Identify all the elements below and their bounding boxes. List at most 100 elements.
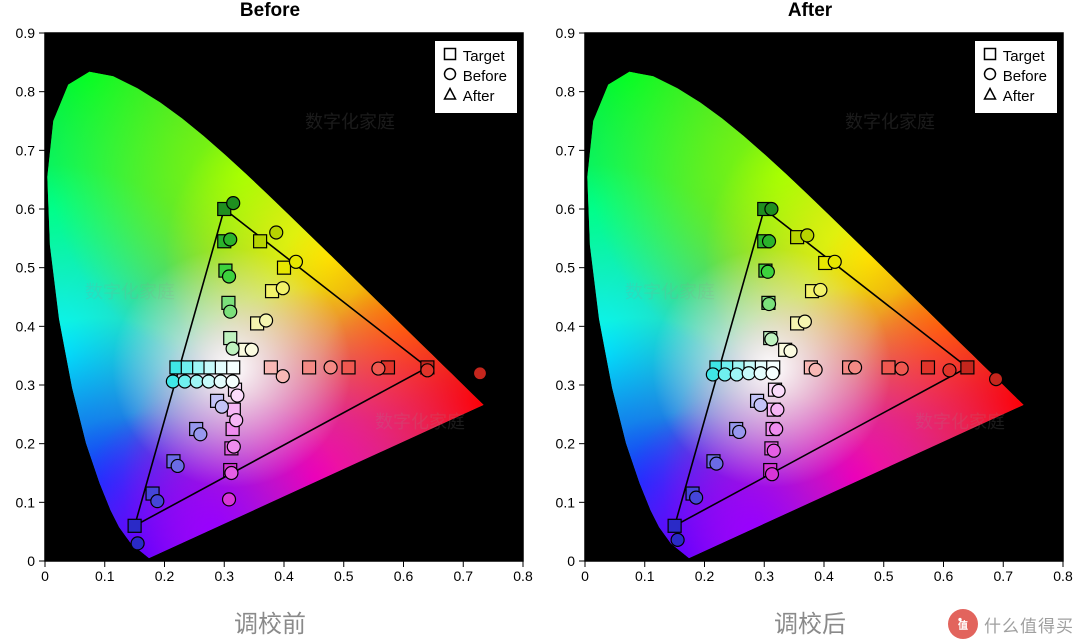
marker-circle xyxy=(225,467,238,480)
marker-circle xyxy=(231,389,244,402)
legend-label: Before xyxy=(1003,67,1047,87)
marker-circle xyxy=(245,343,258,356)
panel-title: Before xyxy=(0,0,540,22)
marker-circle xyxy=(473,367,486,380)
panel-title: After xyxy=(540,0,1080,22)
marker-square xyxy=(254,235,267,248)
x-tick-label: 0.7 xyxy=(454,568,474,584)
legend-item: Before xyxy=(983,67,1047,87)
marker-circle xyxy=(227,197,240,210)
marker-circle xyxy=(763,235,776,248)
marker-square xyxy=(921,361,934,374)
legend-item: Target xyxy=(443,47,507,67)
marker-circle xyxy=(289,255,302,268)
marker-circle xyxy=(772,384,785,397)
legend-circle-icon xyxy=(443,67,457,87)
marker-circle xyxy=(730,368,743,381)
legend-box: TargetBeforeAfter xyxy=(434,40,518,114)
y-tick-label: 0.8 xyxy=(556,84,576,100)
marker-circle xyxy=(801,229,814,242)
watermark-badge-icon: 值 xyxy=(948,609,978,639)
marker-square xyxy=(668,519,681,532)
x-tick-label: 0 xyxy=(581,568,589,584)
legend-square-icon xyxy=(983,47,997,67)
x-tick-label: 0.2 xyxy=(695,568,715,584)
marker-circle xyxy=(171,459,184,472)
marker-circle xyxy=(131,537,144,550)
legend-square-icon xyxy=(443,47,457,67)
marker-circle xyxy=(324,361,337,374)
x-tick-label: 0 xyxy=(41,568,49,584)
marker-circle xyxy=(763,298,776,311)
marker-circle xyxy=(809,363,822,376)
marker-circle xyxy=(194,428,207,441)
marker-circle xyxy=(718,368,731,381)
x-tick-label: 0.6 xyxy=(934,568,954,584)
x-tick-label: 0.3 xyxy=(755,568,775,584)
marker-circle xyxy=(706,368,719,381)
y-tick-label: 0.3 xyxy=(16,377,36,393)
marker-square xyxy=(303,361,316,374)
marker-circle xyxy=(761,265,774,278)
marker-circle xyxy=(226,375,239,388)
marker-circle xyxy=(276,282,289,295)
panel-subtitle: 调校前 xyxy=(0,604,540,639)
marker-circle xyxy=(227,440,240,453)
legend-box: TargetBeforeAfter xyxy=(974,40,1058,114)
marker-circle xyxy=(226,342,239,355)
marker-circle xyxy=(223,270,236,283)
y-tick-label: 0.2 xyxy=(556,436,576,452)
marker-circle xyxy=(214,375,227,388)
marker-circle xyxy=(990,373,1003,386)
marker-circle xyxy=(767,444,780,457)
marker-circle xyxy=(765,333,778,346)
legend-item: After xyxy=(983,87,1047,107)
marker-circle xyxy=(276,370,289,383)
marker-circle xyxy=(766,367,779,380)
marker-circle xyxy=(690,491,703,504)
marker-circle xyxy=(151,495,164,508)
legend-label: After xyxy=(463,87,495,107)
x-tick-label: 0.1 xyxy=(95,568,115,584)
marker-square xyxy=(882,361,895,374)
watermark-text: 什么值得买 xyxy=(984,612,1074,637)
x-tick-label: 0.1 xyxy=(635,568,655,584)
marker-circle xyxy=(372,362,385,375)
y-tick-label: 0.9 xyxy=(16,28,36,41)
y-tick-label: 0.5 xyxy=(16,260,36,276)
legend-item: After xyxy=(443,87,507,107)
marker-circle xyxy=(943,364,956,377)
marker-square xyxy=(128,519,141,532)
marker-circle xyxy=(895,362,908,375)
marker-circle xyxy=(766,468,779,481)
marker-circle xyxy=(814,283,827,296)
x-tick-label: 0.8 xyxy=(1053,568,1073,584)
chart-panel: Before00.10.20.30.40.50.60.70.800.10.20.… xyxy=(0,0,540,643)
y-tick-label: 0 xyxy=(27,553,35,569)
marker-circle xyxy=(230,414,243,427)
y-tick-label: 0.3 xyxy=(556,377,576,393)
x-tick-label: 0.4 xyxy=(274,568,294,584)
legend-label: Target xyxy=(1003,47,1045,67)
x-tick-label: 0.5 xyxy=(334,568,354,584)
legend-label: After xyxy=(1003,87,1035,107)
legend-item: Before xyxy=(443,67,507,87)
marker-circle xyxy=(190,375,203,388)
x-tick-label: 0.4 xyxy=(814,568,834,584)
marker-square xyxy=(227,361,240,374)
marker-circle xyxy=(798,315,811,328)
marker-circle xyxy=(224,305,237,318)
y-tick-label: 0.4 xyxy=(16,318,36,334)
watermark: 值 什么值得买 xyxy=(948,609,1074,639)
legend-triangle-icon xyxy=(443,87,457,107)
legend-triangle-icon xyxy=(983,87,997,107)
x-tick-label: 0.6 xyxy=(394,568,414,584)
marker-circle xyxy=(754,367,767,380)
y-tick-label: 0.1 xyxy=(16,494,36,510)
legend-item: Target xyxy=(983,47,1047,67)
y-tick-label: 0.7 xyxy=(16,142,36,158)
marker-square xyxy=(278,261,291,274)
marker-square xyxy=(264,361,277,374)
y-tick-label: 0 xyxy=(567,553,575,569)
y-tick-label: 0.8 xyxy=(16,84,36,100)
